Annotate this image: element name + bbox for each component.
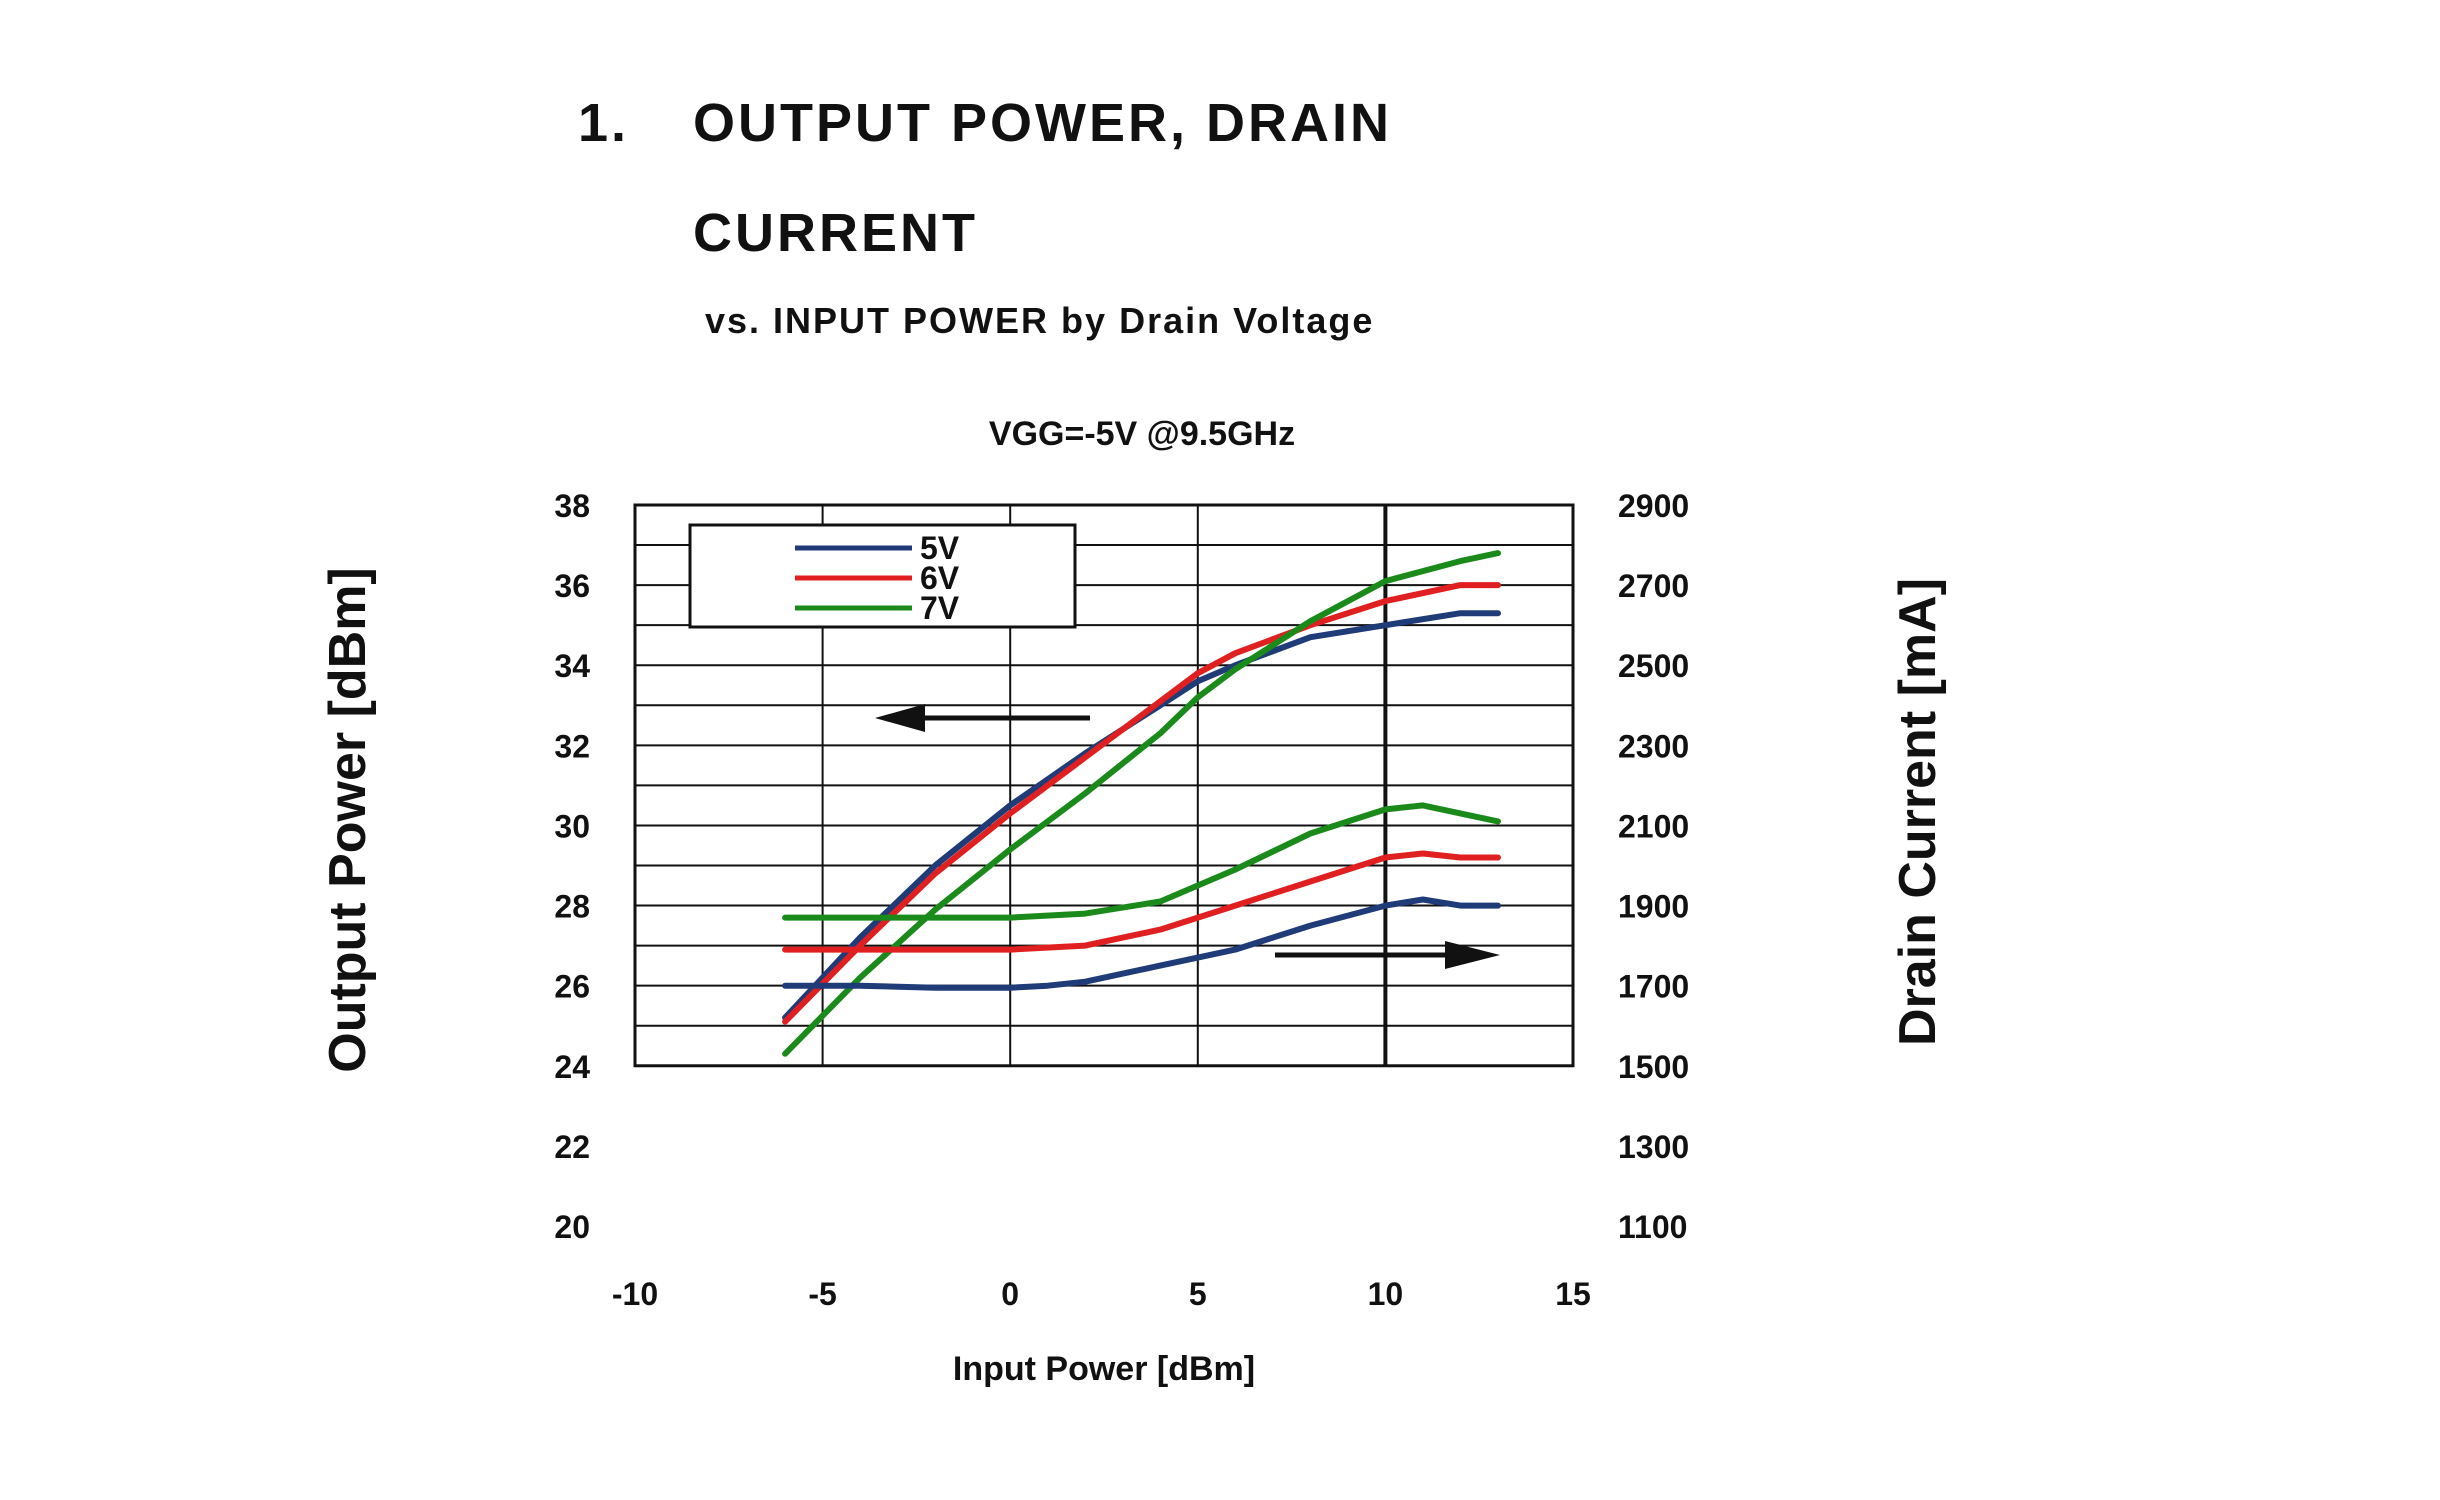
y-tick-label: 30 [554,808,590,844]
y-tick-label: 20 [554,1209,590,1245]
heading-title-line1: OUTPUT POWER, DRAIN [693,93,1392,153]
y2-tick-label: 1300 [1618,1129,1689,1165]
y-axis-label: Output Power [dBm] [319,567,377,1073]
y-tick-label: 26 [554,969,590,1005]
y-tick-label: 38 [554,488,590,524]
x-tick-label: 10 [1368,1276,1404,1312]
y2-tick-label: 1900 [1618,889,1689,925]
y-tick-label: 22 [554,1129,590,1165]
legend-label-7V: 7V [920,590,960,626]
y2-tick-label: 2900 [1618,488,1689,524]
heading-title-line2: CURRENT [693,203,978,263]
y2-tick-label: 1700 [1618,969,1689,1005]
heading-number: 1. [578,93,630,153]
x-tick-label: 0 [1001,1276,1019,1312]
chart-title: VGG=-5V @9.5GHz [989,415,1295,453]
y-tick-label: 36 [554,568,590,604]
x-tick-label: 5 [1189,1276,1207,1312]
y2-tick-label: 2500 [1618,648,1689,684]
arrow-left-head [875,704,925,732]
series-line-7V-output-power [782,550,1501,1057]
y2-tick-label: 2100 [1618,808,1689,844]
series-line-5V-drain-current [782,896,1501,991]
x-axis-label: Input Power [dBm] [953,1350,1255,1388]
series-line-5V-output-power [782,610,1501,1021]
legend-label-5V: 5V [920,530,960,566]
y-tick-label: 34 [554,648,590,684]
legend-label-6V: 6V [920,560,960,596]
y2-axis-label: Drain Current [mA] [1889,578,1947,1046]
series-line-7V-drain-current [782,802,1501,921]
arrow-right-head [1445,941,1500,969]
heading-subtitle: vs. INPUT POWER by Drain Voltage [705,300,1375,341]
y-tick-label: 32 [554,728,590,764]
x-tick-label: 15 [1555,1276,1591,1312]
y-tick-label: 28 [554,889,590,925]
x-tick-label: -10 [612,1276,658,1312]
series-line-6V-drain-current [782,850,1501,953]
y2-tick-label: 1500 [1618,1049,1689,1085]
x-tick-label: -5 [808,1276,836,1312]
y2-tick-label: 2700 [1618,568,1689,604]
series-line-6V-output-power [782,582,1501,1025]
y2-tick-label: 2300 [1618,728,1689,764]
y-tick-label: 24 [554,1049,590,1085]
y2-tick-label: 1100 [1618,1209,1687,1245]
